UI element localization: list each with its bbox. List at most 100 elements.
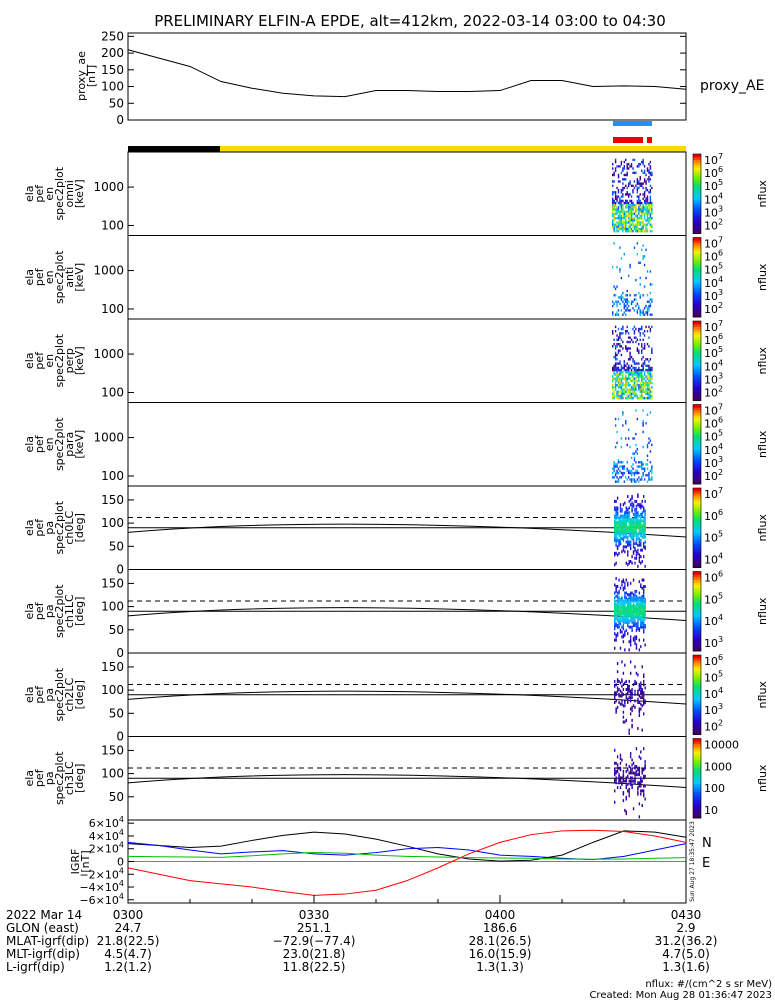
spec-pixel	[643, 345, 646, 348]
colorbar-cell	[693, 648, 701, 652]
spec-pixel	[620, 199, 623, 203]
spec-pixel	[619, 384, 621, 387]
spec-pixel	[642, 294, 644, 297]
spec-pixel	[620, 461, 623, 464]
colorbar-cell	[693, 686, 701, 690]
pa-pixel	[624, 532, 626, 536]
spec-pixel	[627, 396, 630, 400]
ylabel-line: spec2plot	[53, 751, 66, 805]
pa-pixel	[619, 516, 622, 520]
spec-pixel	[648, 373, 650, 376]
spec-pixel	[620, 386, 623, 389]
pa-pixel	[631, 527, 633, 531]
pa-pixel	[643, 578, 645, 582]
pa-pixel	[632, 532, 635, 536]
pa-pixel	[637, 701, 639, 705]
pa-pixel	[627, 563, 629, 567]
spec-pixel	[639, 223, 641, 226]
spec-pixel	[622, 182, 624, 185]
spec-pixel	[622, 373, 624, 376]
pa-pixel	[619, 630, 622, 634]
pa-pixel	[632, 604, 635, 608]
pa-pixel	[641, 525, 643, 529]
pa-pixel	[635, 504, 638, 508]
pa-pixel	[616, 766, 619, 770]
pa-pixel	[640, 543, 642, 547]
spec-ytick-label: 1000	[93, 431, 124, 445]
pa-pixel	[614, 591, 616, 595]
spec-pixel	[639, 478, 641, 481]
spec-pixel	[638, 349, 640, 352]
spec-pixel	[627, 163, 630, 166]
spec-pixel	[633, 388, 636, 391]
pa-ytick-label: 50	[109, 623, 124, 637]
pa-pixel	[627, 583, 629, 587]
pa-pixel	[614, 527, 616, 531]
spec-pixel	[649, 184, 652, 188]
pa-pixel	[640, 598, 642, 602]
spec-pixel	[645, 229, 647, 233]
pa-pixel	[622, 612, 625, 616]
spec-pixel	[613, 217, 615, 220]
spec-pixel	[614, 294, 617, 297]
pa-pixel	[635, 538, 638, 542]
spec-pixel	[636, 242, 639, 245]
pa-pixel	[625, 614, 627, 618]
pa-pixel	[629, 614, 632, 618]
spec-pixel	[641, 210, 643, 213]
spec-pixel	[619, 204, 621, 207]
spec-pixel	[622, 332, 624, 335]
ylabel-line: ch2LC	[63, 678, 76, 712]
pa-pixel	[614, 620, 616, 624]
pa-ytick-label: 0	[116, 563, 124, 577]
spec-pixel	[639, 381, 641, 385]
spec-pixel	[646, 197, 649, 200]
spec-pixel	[626, 347, 628, 350]
pa-pixel	[637, 604, 639, 608]
spec-pixel	[629, 355, 631, 359]
pa-pixel	[622, 792, 625, 796]
spec-pixel	[635, 450, 637, 453]
pa-pixel	[644, 519, 646, 523]
pa-pixel	[624, 720, 626, 724]
pa-pixel	[640, 524, 642, 528]
pa-pixel	[631, 768, 633, 772]
spec-pixel	[635, 340, 637, 344]
ephemeris-value: 4.7(5.0)	[662, 947, 710, 961]
spec-pixel	[617, 386, 620, 389]
pa-pixel	[635, 508, 638, 512]
pa-pixel	[629, 604, 632, 608]
spec-pixel	[613, 386, 615, 389]
colorbar-cell	[693, 511, 701, 515]
pa-pixel	[637, 598, 639, 602]
pa-pixel	[638, 543, 641, 547]
spec-pixel	[641, 327, 643, 331]
pa-pixel	[627, 768, 629, 772]
colorbar-cell	[693, 678, 701, 682]
spec-pixel	[616, 366, 618, 370]
pa-pixel	[637, 537, 639, 541]
spec-pixel	[612, 212, 614, 216]
spec-pixel	[651, 210, 653, 213]
spec-pixel	[620, 379, 623, 383]
ylabel-line: [nT]	[85, 65, 98, 87]
pa-pixel	[619, 525, 622, 529]
colorbar-cell	[693, 503, 701, 508]
spec-pixel	[646, 371, 649, 374]
spec-pixel	[639, 182, 641, 185]
pa-pixel	[616, 606, 619, 610]
pa-pixel	[618, 517, 620, 521]
pa-pixel	[644, 607, 646, 611]
spec-pixel	[646, 217, 649, 220]
colorbar-cell	[693, 645, 701, 649]
ylabel-line: pef	[33, 601, 46, 620]
spec-pixel	[613, 242, 615, 245]
colorbar-cell	[693, 640, 701, 644]
spec-panel-frame	[127, 402, 687, 487]
spec-pixel	[638, 199, 640, 203]
spec-pixel	[626, 309, 628, 312]
colorbar-cell	[693, 718, 701, 722]
spec-pixel	[632, 212, 634, 216]
